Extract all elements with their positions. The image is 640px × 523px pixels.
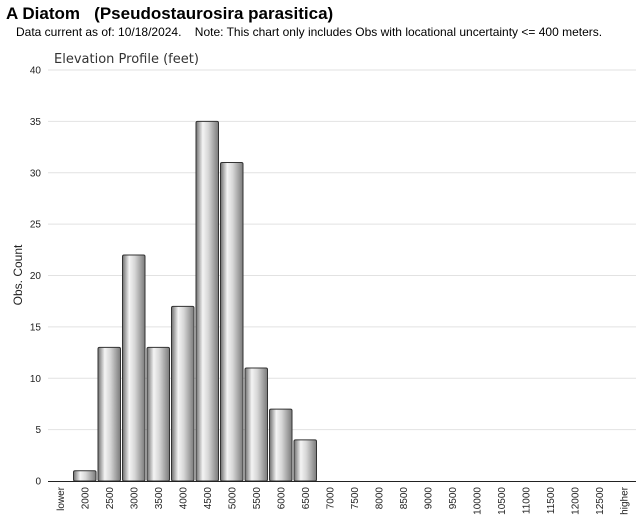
y-tick-label: 25 [30,220,42,231]
x-tick-label: 5000 [227,487,238,510]
x-tick-label: 3000 [129,487,140,510]
bar [293,439,317,482]
x-tick-label: 7000 [325,487,336,510]
x-tick-label: 8500 [399,487,410,510]
x-tick-label: 12500 [595,487,606,515]
y-tick-label: 10 [30,374,42,385]
x-tick-label: 11500 [546,487,557,515]
x-tick-label: 7500 [350,487,361,510]
y-tick-label: 30 [30,168,42,179]
y-tick-label: 15 [30,322,42,333]
x-tick-label: 11000 [521,487,532,515]
x-tick-label: 4500 [203,487,214,510]
y-tick-label: 40 [30,66,42,77]
gridlines [48,69,636,431]
x-tick-label: 9000 [423,487,434,510]
x-tick-labels: lower 2000 2500 3000 3500 4000 4500 5000 5500 600… [56,486,631,514]
x-tick-label: lower [56,486,67,511]
y-tick-label: 5 [35,425,41,436]
y-tick-label: 20 [30,271,42,282]
x-tick-label: 6000 [276,487,287,510]
bars [73,120,317,482]
bar [195,120,219,482]
bar [220,161,244,482]
bar [73,470,97,482]
bar [171,305,195,482]
x-tick-label: 9500 [448,487,459,510]
y-tick-label: 35 [30,117,42,128]
x-tick-label: 4000 [178,487,189,510]
bar [269,408,293,482]
x-tick-label: 8000 [374,487,385,510]
data-note: Data current as of: 10/18/2024. Note: Th… [16,25,603,39]
bar [97,346,121,482]
plot-title: Elevation Profile (feet) [54,52,199,67]
x-tick-label: 5500 [252,487,263,510]
y-tick-label: 0 [35,477,41,488]
x-tick-label: 3500 [154,487,165,510]
x-tick-label: 10500 [497,487,508,515]
x-tick-label: 12000 [570,487,581,515]
x-tick-label: 2500 [105,487,116,510]
y-tick-labels: 0 5 10 15 20 25 30 35 40 [30,66,42,488]
y-axis-title: Obs. Count [11,244,25,305]
bar [244,367,268,482]
bar [146,346,170,482]
x-tick-label: 2000 [80,487,91,510]
x-tick-label: 10000 [472,487,483,515]
x-tick-label: 6500 [301,487,312,510]
chart-main-title: A Diatom (Pseudostaurosira parasitica) [6,4,334,23]
x-tick-label: higher [619,486,630,514]
bar [122,254,146,482]
